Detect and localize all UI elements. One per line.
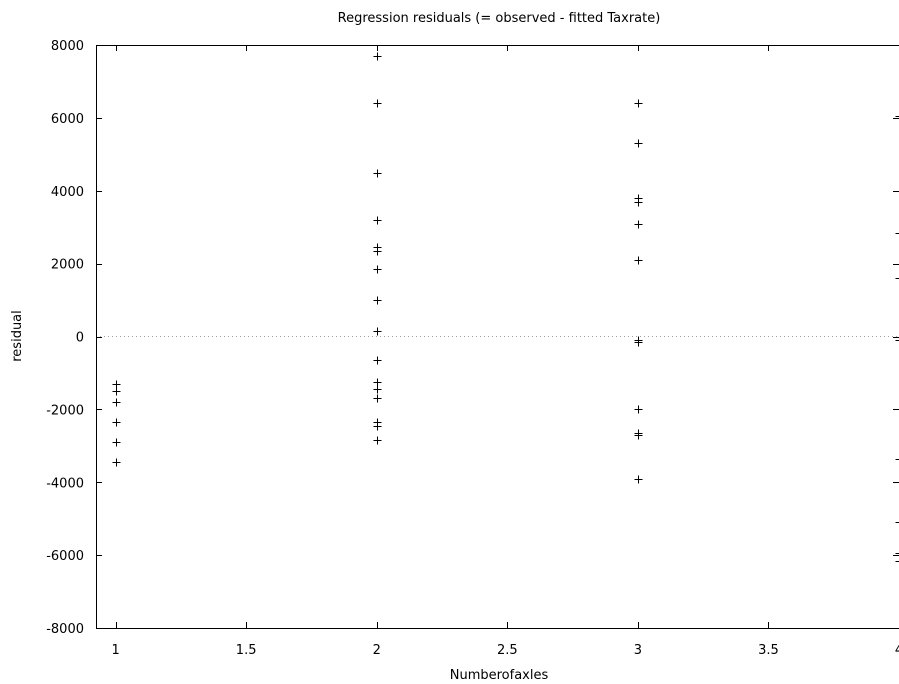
data-points <box>112 52 899 566</box>
axis-tick-labels: -8000 -6000 -4000 -2000 0 2000 4000 6000 8000 1 1.… <box>46 39 899 658</box>
y-tick-label: 6000 <box>51 112 84 127</box>
data-point <box>112 458 121 467</box>
data-point <box>112 418 121 427</box>
data-point <box>373 378 382 387</box>
data-point <box>373 296 382 305</box>
x-tick-label: 1 <box>111 643 119 658</box>
data-point <box>895 557 899 566</box>
data-point <box>634 139 643 148</box>
y-tick-label: -4000 <box>46 476 84 491</box>
data-point <box>373 436 382 445</box>
data-point <box>634 198 643 207</box>
data-point <box>373 422 382 431</box>
x-tick-label: 1.5 <box>236 643 257 658</box>
data-point <box>373 385 382 394</box>
data-point <box>634 475 643 484</box>
data-point <box>634 220 643 229</box>
data-point <box>895 229 899 238</box>
data-point <box>634 256 643 265</box>
data-point <box>112 387 121 396</box>
data-point <box>112 380 121 389</box>
data-point <box>373 169 382 178</box>
y-tick-label: 4000 <box>51 185 84 200</box>
data-point <box>373 356 382 365</box>
y-tick-label: -6000 <box>46 549 84 564</box>
x-tick-label: 3.5 <box>758 643 779 658</box>
plot-frame <box>96 45 899 629</box>
data-point <box>112 438 121 447</box>
data-point <box>373 394 382 403</box>
y-tick-label: -8000 <box>46 622 84 637</box>
data-point <box>895 274 899 283</box>
data-point <box>895 112 899 121</box>
x-tick-label: 2 <box>373 643 381 658</box>
y-axis-title: residual <box>10 310 25 362</box>
x-tick-label: 4 <box>895 643 899 658</box>
data-point <box>373 99 382 108</box>
x-tick-label: 2.5 <box>497 643 518 658</box>
data-point <box>895 549 899 558</box>
x-tick-label: 3 <box>634 643 642 658</box>
data-point <box>373 216 382 225</box>
data-point <box>634 431 643 440</box>
x-axis-title: Numberofaxles <box>450 668 549 683</box>
data-point <box>895 455 899 464</box>
data-point <box>634 405 643 414</box>
data-point <box>634 338 643 347</box>
data-point <box>373 327 382 336</box>
data-point <box>373 247 382 256</box>
data-point <box>373 52 382 61</box>
axis-ticks <box>96 45 899 629</box>
data-point <box>634 99 643 108</box>
data-point <box>112 398 121 407</box>
y-tick-label: -2000 <box>46 403 84 418</box>
y-tick-label: 2000 <box>51 258 84 273</box>
data-point <box>895 336 899 345</box>
chart-title: Regression residuals (= observed - fitte… <box>338 11 661 26</box>
data-point <box>895 518 899 527</box>
y-tick-label: 8000 <box>51 39 84 54</box>
data-point <box>373 265 382 274</box>
y-tick-label: 0 <box>76 331 84 346</box>
